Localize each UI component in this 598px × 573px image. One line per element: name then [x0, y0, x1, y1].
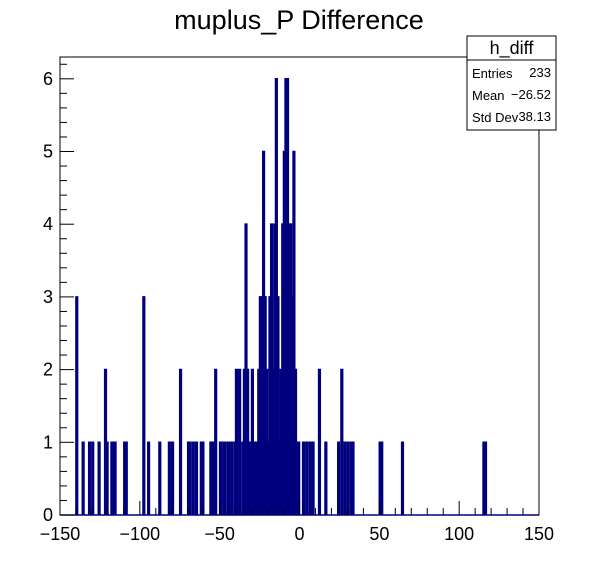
histogram-bin [214, 368, 218, 515]
histogram-bin [400, 441, 405, 515]
histogram-bin [178, 368, 183, 515]
stats-box-frame [466, 35, 557, 131]
x-tick-label: 150 [524, 524, 554, 544]
histogram-bin [297, 441, 301, 515]
x-tick-label: −150 [40, 524, 81, 544]
histogram-bin [142, 296, 146, 515]
histogram-bin [124, 441, 128, 515]
stats-mean-value: −26.52 [511, 87, 551, 102]
histogram-bin [147, 441, 151, 515]
histogram-bin [97, 441, 101, 515]
histogram-bin [81, 441, 85, 515]
histogram-bin [105, 441, 109, 515]
histogram-bin [276, 296, 280, 515]
y-tick-label: 3 [43, 287, 53, 307]
histogram-bin [346, 441, 350, 515]
chart-title: muplus_P Difference [174, 5, 424, 35]
histogram-bin [91, 441, 95, 515]
histogram-bin [305, 441, 309, 515]
histogram-bin [75, 296, 79, 515]
stats-entries-label: Entries [472, 66, 513, 81]
histogram-bin [483, 441, 488, 515]
histogram-bin [158, 441, 162, 515]
y-tick-label: 4 [43, 214, 53, 234]
histogram-bin [238, 368, 242, 515]
histogram-bin [301, 441, 306, 515]
x-tick-label: 50 [369, 524, 389, 544]
histogram-bin [234, 368, 239, 515]
histogram-bin [230, 441, 234, 515]
histogram-bin [311, 441, 315, 515]
histogram-bin [343, 441, 347, 515]
histogram-bin [380, 441, 384, 515]
x-tick-label: −50 [204, 524, 235, 544]
stats-mean-label: Mean [472, 88, 505, 103]
histogram-bars [60, 78, 539, 516]
histogram-bin [308, 441, 312, 515]
y-tick-label: 5 [43, 142, 53, 162]
histogram-bin [170, 441, 175, 515]
y-tick-label: 2 [43, 360, 53, 380]
histogram-bin [194, 441, 199, 515]
x-tick-label: −100 [120, 524, 161, 544]
stats-box: h_diff Entries 233 Mean −26.52 Std Dev 3… [466, 35, 557, 131]
histogram-bin [223, 441, 227, 515]
histogram-bin [188, 441, 192, 515]
stats-stddev-label: Std Dev [472, 110, 519, 125]
histogram-bin [292, 150, 296, 515]
histogram-bin [226, 441, 231, 515]
histogram-bin [317, 368, 322, 515]
stats-box-title: h_diff [490, 38, 535, 59]
histogram-bin [340, 368, 344, 515]
stats-stddev-value: 38.13 [518, 109, 551, 124]
histogram-bin [87, 441, 92, 515]
histogram-bin [351, 441, 355, 515]
stats-entries-value: 233 [529, 65, 551, 80]
y-tick-label: 1 [43, 432, 53, 452]
histogram-bin [191, 441, 195, 515]
y-axis: 0 1 2 3 4 5 6 [43, 63, 74, 525]
y-tick-label: 6 [43, 69, 53, 89]
histogram-bin [201, 441, 205, 515]
histogram-bin [167, 441, 171, 515]
histogram-bin [113, 441, 117, 515]
y-tick-label: 0 [43, 505, 53, 525]
x-tick-label: 100 [444, 524, 474, 544]
histogram-bin [110, 441, 114, 515]
x-tick-label: 0 [294, 524, 304, 544]
histogram-bin [337, 441, 341, 515]
histogram-bin [218, 441, 223, 515]
histogram-bin [250, 368, 254, 515]
histogram-bin [324, 441, 328, 515]
x-axis: −150 −100 −50 0 50 100 150 [40, 501, 554, 544]
